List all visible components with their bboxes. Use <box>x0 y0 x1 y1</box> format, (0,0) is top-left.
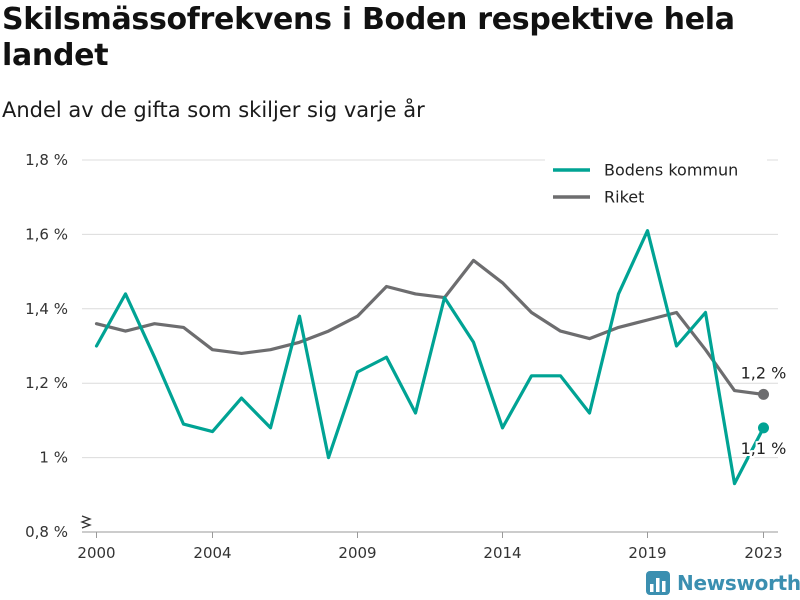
end-label: 1,2 % <box>741 363 787 382</box>
x-tick-label: 2004 <box>193 544 231 562</box>
y-tick-label: 1,2 % <box>25 374 68 392</box>
x-tick-label: 2009 <box>338 544 376 562</box>
legend-label: Riket <box>604 188 644 207</box>
series-line-bodens-kommun <box>94 229 766 486</box>
end-labels: 1,1 % 1,2 % <box>739 361 789 459</box>
chart-title: Skilsmässofrekvens i Boden respektive he… <box>2 2 735 73</box>
legend-background <box>545 156 767 214</box>
y-axis-ticks: 0,8 % 1 % 1,2 % 1,4 % 1,6 % 1,8 % <box>25 151 92 541</box>
series-end-point <box>758 388 769 400</box>
end-label: 1,1 % <box>741 439 787 458</box>
y-tick-label: 1,8 % <box>25 151 68 169</box>
chart-subtitle: Andel av de gifta som skiljer sig varje … <box>2 98 425 122</box>
series-line-riket <box>94 258 766 396</box>
y-tick-label: 1 % <box>39 449 68 467</box>
x-tick-label: 2000 <box>77 544 115 562</box>
x-tick-label: 2023 <box>744 544 782 562</box>
brand-name: Newsworthy <box>677 571 800 595</box>
x-axis: 2000 2004 2009 2014 2019 2023 <box>77 532 783 562</box>
series-end-point <box>758 422 769 434</box>
series-layer <box>94 229 769 486</box>
y-tick-label: 1,4 % <box>25 300 68 318</box>
x-tick-label: 2014 <box>483 544 521 562</box>
axis-break-icon <box>80 515 92 529</box>
legend: Bodens kommun Riket <box>545 156 767 214</box>
y-tick-label: 0,8 % <box>25 523 68 541</box>
y-tick-label: 1,6 % <box>25 225 68 243</box>
newsworthy-logo: Newsworthy <box>645 568 800 598</box>
legend-label: Bodens kommun <box>604 161 738 180</box>
x-tick-label: 2019 <box>628 544 666 562</box>
grid-lines <box>82 159 778 533</box>
newsworthy-icon <box>646 571 670 595</box>
